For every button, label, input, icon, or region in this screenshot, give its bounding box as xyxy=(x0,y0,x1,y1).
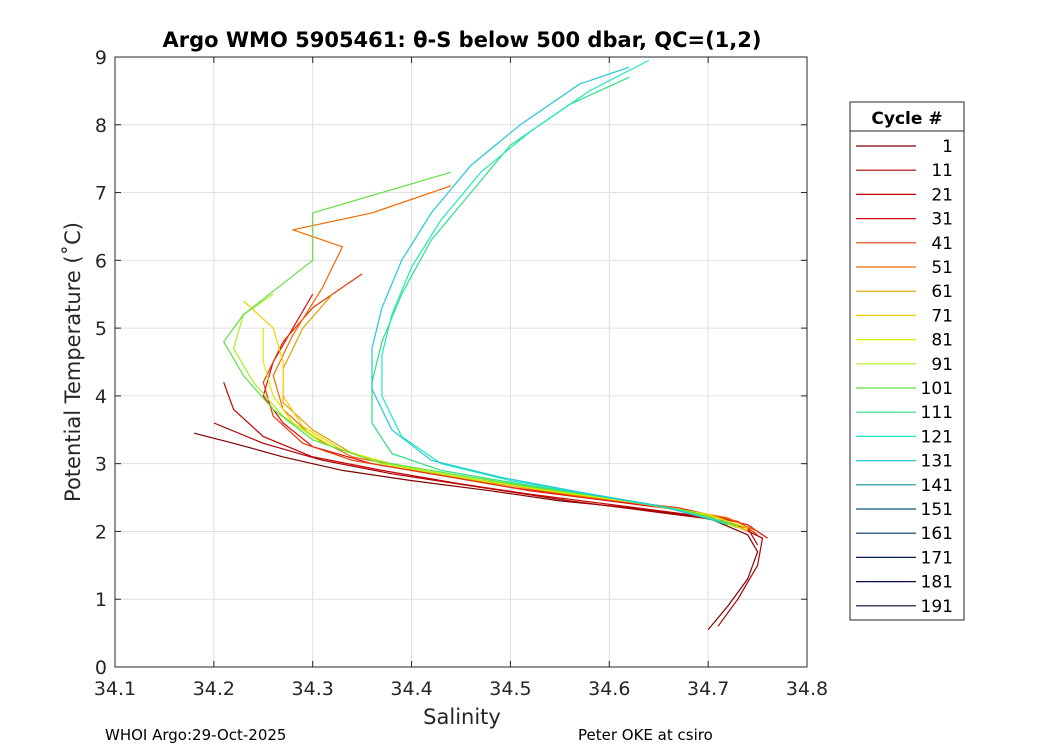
legend-label-21: 21 xyxy=(931,185,953,205)
y-tick-label: 1 xyxy=(95,589,107,611)
x-tick-label: 34.6 xyxy=(588,678,630,700)
series-layer xyxy=(193,59,768,631)
legend-label-101: 101 xyxy=(921,379,953,399)
x-tick-label: 34.1 xyxy=(94,678,136,700)
legend-label-91: 91 xyxy=(931,355,953,375)
legend-label-81: 81 xyxy=(931,331,953,351)
legend-label-191: 191 xyxy=(921,597,953,617)
legend-title: Cycle # xyxy=(871,109,942,129)
x-tick-label: 34.2 xyxy=(193,678,235,700)
legend-label-181: 181 xyxy=(921,573,953,593)
legend-label-141: 141 xyxy=(921,476,953,496)
footer-right: Peter OKE at csiro xyxy=(578,726,713,744)
legend-entries: 1112131415161718191101111121131141151161… xyxy=(856,137,953,617)
series-line-cycle-41 xyxy=(262,273,758,536)
y-tick-label: 0 xyxy=(95,657,107,679)
footer-left: WHOI Argo:29-Oct-2025 xyxy=(105,726,286,744)
x-tick-label: 34.5 xyxy=(489,678,531,700)
x-tick-label: 34.4 xyxy=(390,678,432,700)
legend-label-31: 31 xyxy=(931,210,953,230)
legend-label-171: 171 xyxy=(921,548,953,568)
plot-area: 34.1 34.2 34.3 34.4 34.5 34.6 34.7 34.8 0 1 2 3 4 5 6… xyxy=(94,47,828,700)
y-tick-label: 6 xyxy=(95,250,107,272)
series-line-cycle-131 xyxy=(371,66,719,522)
y-axis-ticks: 0 1 2 3 4 5 6 7 8 9 xyxy=(95,47,807,679)
x-axis-label: Salinity xyxy=(423,705,501,729)
legend-label-111: 111 xyxy=(921,403,953,423)
series-line-cycle-121 xyxy=(381,59,729,524)
legend-label-131: 131 xyxy=(921,452,953,472)
legend-label-1: 1 xyxy=(942,137,953,157)
plot-frame xyxy=(114,56,808,668)
legend-label-51: 51 xyxy=(931,258,953,278)
y-tick-label: 4 xyxy=(95,386,107,408)
legend-label-71: 71 xyxy=(931,306,953,326)
legend-label-11: 11 xyxy=(931,161,953,181)
y-tick-label: 3 xyxy=(95,454,107,476)
legend-label-61: 61 xyxy=(931,282,953,302)
plot-background xyxy=(115,57,807,667)
chart-title: Argo WMO 5905461: θ-S below 500 dbar, QC… xyxy=(163,28,762,52)
x-tick-label: 34.8 xyxy=(786,678,828,700)
x-tick-label: 34.3 xyxy=(292,678,334,700)
x-tick-label: 34.7 xyxy=(687,678,729,700)
legend-label-41: 41 xyxy=(931,234,953,254)
y-tick-label: 2 xyxy=(95,521,107,543)
y-tick-label: 5 xyxy=(95,318,107,340)
legend: Cycle # 11121314151617181911011111211311… xyxy=(849,101,965,621)
x-axis-ticks: 34.1 34.2 34.3 34.4 34.5 34.6 34.7 34.8 xyxy=(94,57,828,700)
y-axis-label: Potential Temperature (˚C) xyxy=(61,222,85,502)
y-tick-label: 8 xyxy=(95,115,107,137)
y-tick-label: 9 xyxy=(95,47,107,69)
y-tick-label: 7 xyxy=(95,183,107,205)
legend-label-151: 151 xyxy=(921,500,953,520)
legend-label-121: 121 xyxy=(921,427,953,447)
legend-label-161: 161 xyxy=(921,524,953,544)
